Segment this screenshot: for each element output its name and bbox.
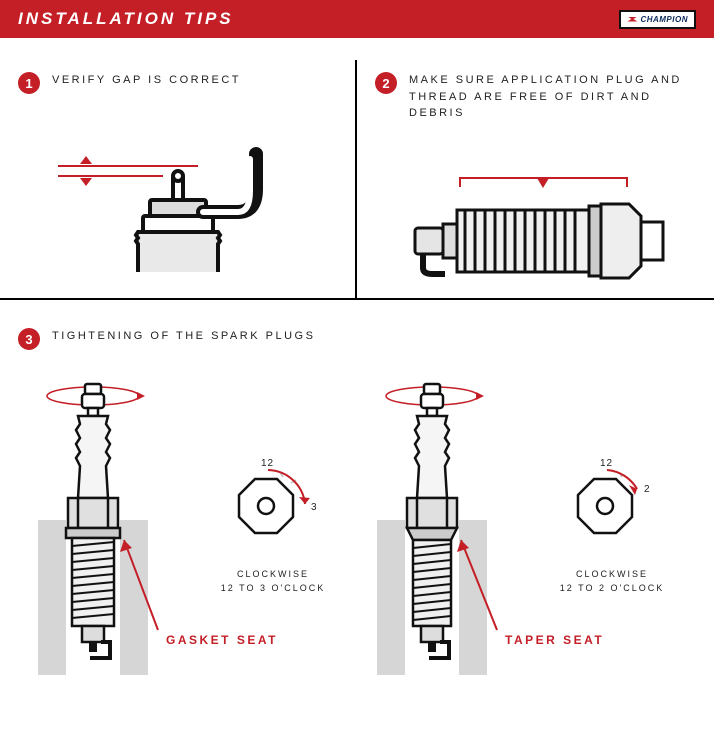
header-title: INSTALLATION TIPS <box>18 9 234 29</box>
dial-2-label: 2 <box>644 484 651 495</box>
step-2-row: 2 MAKE SURE APPLICATION PLUG AND THREAD … <box>375 72 696 122</box>
caption-line: CLOCKWISE <box>576 569 648 579</box>
top-panels: 1 VERIFY GAP IS CORRECT <box>0 60 714 300</box>
gasket-plug-svg <box>38 380 168 680</box>
step-badge-3: 3 <box>18 328 40 350</box>
gasket-caption: CLOCKWISE 12 TO 3 O'CLOCK <box>203 568 343 595</box>
taper-seat-col: 12 2 CLOCKWISE 12 TO 2 O'CLOCK TAPER SEA <box>357 350 696 720</box>
caption-line: CLOCKWISE <box>237 569 309 579</box>
dial-3-label: 3 <box>311 502 318 513</box>
tightening-row: 12 3 CLOCKWISE 12 TO 3 O'CL <box>18 350 696 720</box>
gasket-seat-label: GASKET SEAT <box>166 633 278 647</box>
dial-12-label: 12 <box>261 458 274 469</box>
caption-line: 12 TO 2 O'CLOCK <box>560 583 664 593</box>
taper-dial-svg: 12 2 <box>552 455 672 555</box>
taper-plug-svg <box>377 380 507 680</box>
step-label-1: VERIFY GAP IS CORRECT <box>52 72 241 89</box>
gap-diagram <box>18 104 337 274</box>
taper-dial: 12 2 CLOCKWISE 12 TO 2 O'CLOCK <box>542 455 682 595</box>
panel-verify-gap: 1 VERIFY GAP IS CORRECT <box>0 60 357 298</box>
gasket-dial-svg: 12 3 <box>213 455 333 555</box>
panel-tightening: 3 TIGHTENING OF THE SPARK PLUGS <box>0 300 714 732</box>
step-label-3: TIGHTENING OF THE SPARK PLUGS <box>52 328 315 345</box>
bowtie-icon <box>627 17 637 22</box>
brand-logo: CHAMPION <box>619 10 696 29</box>
step-3-row: 3 TIGHTENING OF THE SPARK PLUGS <box>18 328 696 350</box>
step-badge-2: 2 <box>375 72 397 94</box>
gap-svg <box>18 104 338 274</box>
step-badge-1: 1 <box>18 72 40 94</box>
gasket-seat-col: 12 3 CLOCKWISE 12 TO 3 O'CL <box>18 350 357 720</box>
panel-clean-thread: 2 MAKE SURE APPLICATION PLUG AND THREAD … <box>357 60 714 298</box>
brand-name: CHAMPION <box>640 15 688 24</box>
thread-svg <box>375 132 705 302</box>
header-bar: INSTALLATION TIPS CHAMPION <box>0 0 714 38</box>
taper-seat-label: TAPER SEAT <box>505 633 604 647</box>
step-label-2: MAKE SURE APPLICATION PLUG AND THREAD AR… <box>409 72 696 122</box>
thread-diagram <box>375 132 696 302</box>
step-1-row: 1 VERIFY GAP IS CORRECT <box>18 72 337 94</box>
taper-caption: CLOCKWISE 12 TO 2 O'CLOCK <box>542 568 682 595</box>
gasket-dial: 12 3 CLOCKWISE 12 TO 3 O'CL <box>203 455 343 595</box>
caption-line: 12 TO 3 O'CLOCK <box>221 583 325 593</box>
dial-12-label: 12 <box>600 458 613 469</box>
